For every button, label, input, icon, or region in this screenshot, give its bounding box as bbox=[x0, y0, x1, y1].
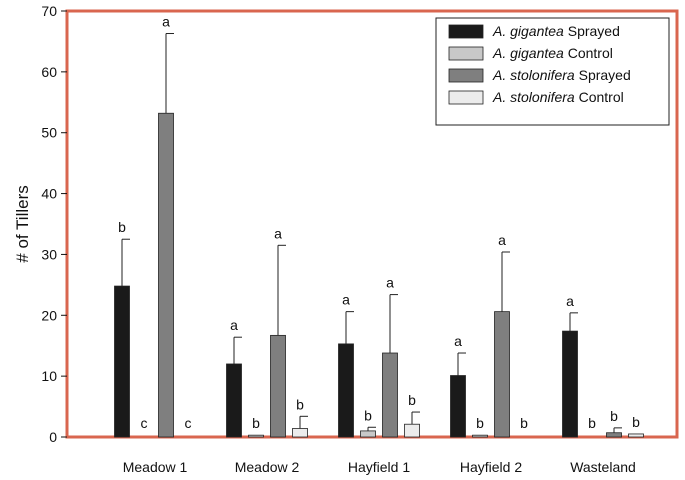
legend-entry: A. gigantea Control bbox=[492, 45, 613, 61]
legend-treatment: Sprayed bbox=[564, 23, 620, 39]
y-tick-label: 50 bbox=[41, 125, 57, 141]
legend-swatch bbox=[448, 90, 484, 105]
significance-letter: a bbox=[274, 225, 282, 241]
significance-letter: b bbox=[588, 415, 596, 431]
y-tick-label: 60 bbox=[41, 64, 57, 80]
legend-species: A. stolonifera bbox=[492, 67, 575, 83]
legend-species: A. gigantea bbox=[492, 45, 564, 61]
bar bbox=[248, 434, 264, 438]
legend-treatment: Sprayed bbox=[575, 67, 631, 83]
bar bbox=[292, 428, 308, 438]
y-axis-label: # of Tillers bbox=[13, 185, 32, 262]
legend-entry: A. gigantea Sprayed bbox=[492, 23, 620, 39]
legend-species: A. gigantea bbox=[492, 23, 564, 39]
x-axis: Meadow 1 Meadow 2 Hayfield 1 Hayfield 2 Wast… bbox=[123, 459, 636, 475]
significance-letter: b bbox=[118, 219, 126, 235]
bar bbox=[494, 311, 510, 438]
x-tick-label: Hayfield 1 bbox=[348, 459, 410, 475]
bar bbox=[360, 430, 376, 438]
bar bbox=[226, 363, 242, 438]
legend-treatment: Control bbox=[564, 45, 613, 61]
y-tick-label: 40 bbox=[41, 186, 57, 202]
y-tick-label: 10 bbox=[41, 368, 57, 384]
significance-letter: b bbox=[476, 415, 484, 431]
y-tick-label: 0 bbox=[49, 429, 57, 445]
significance-letter: a bbox=[454, 333, 462, 349]
significance-letter: c bbox=[141, 415, 148, 431]
x-tick-label: Wasteland bbox=[570, 459, 636, 475]
bar bbox=[338, 343, 354, 438]
legend-swatch bbox=[448, 24, 484, 39]
x-tick-label: Hayfield 2 bbox=[460, 459, 522, 475]
y-tick-label: 20 bbox=[41, 307, 57, 323]
legend-entry: A. stolonifera Control bbox=[492, 89, 624, 105]
y-axis: 0 10 20 30 40 50 60 70 bbox=[41, 3, 67, 445]
significance-letter: a bbox=[342, 292, 350, 308]
bar bbox=[382, 352, 398, 438]
significance-letter: a bbox=[566, 293, 574, 309]
legend-swatch bbox=[448, 46, 484, 61]
y-tick-label: 70 bbox=[41, 3, 57, 19]
legend-swatch bbox=[448, 68, 484, 83]
significance-letter: a bbox=[498, 232, 506, 248]
significance-letter: b bbox=[408, 392, 416, 408]
legend-entry: A. stolonifera Sprayed bbox=[492, 67, 631, 83]
significance-letter: b bbox=[296, 396, 304, 412]
significance-letter: a bbox=[162, 14, 170, 30]
significance-letter: b bbox=[520, 415, 528, 431]
significance-letter: a bbox=[386, 275, 394, 291]
legend-species: A. stolonifera bbox=[492, 89, 575, 105]
bar bbox=[450, 375, 466, 438]
bar bbox=[404, 423, 420, 438]
bar bbox=[114, 285, 130, 438]
significance-letter: b bbox=[364, 407, 372, 423]
significance-letter: b bbox=[632, 414, 640, 430]
significance-letter: a bbox=[230, 317, 238, 333]
significance-letter: b bbox=[610, 408, 618, 424]
bar bbox=[628, 433, 644, 438]
bar bbox=[472, 434, 488, 438]
x-tick-label: Meadow 1 bbox=[123, 459, 188, 475]
y-tick-label: 30 bbox=[41, 246, 57, 262]
significance-letter: c bbox=[185, 415, 192, 431]
bar bbox=[562, 330, 578, 438]
x-tick-label: Meadow 2 bbox=[235, 459, 300, 475]
significance-letter: b bbox=[252, 415, 260, 431]
bar bbox=[270, 334, 286, 438]
legend-treatment: Control bbox=[575, 89, 624, 105]
bar bbox=[158, 112, 174, 438]
bar bbox=[606, 432, 622, 438]
